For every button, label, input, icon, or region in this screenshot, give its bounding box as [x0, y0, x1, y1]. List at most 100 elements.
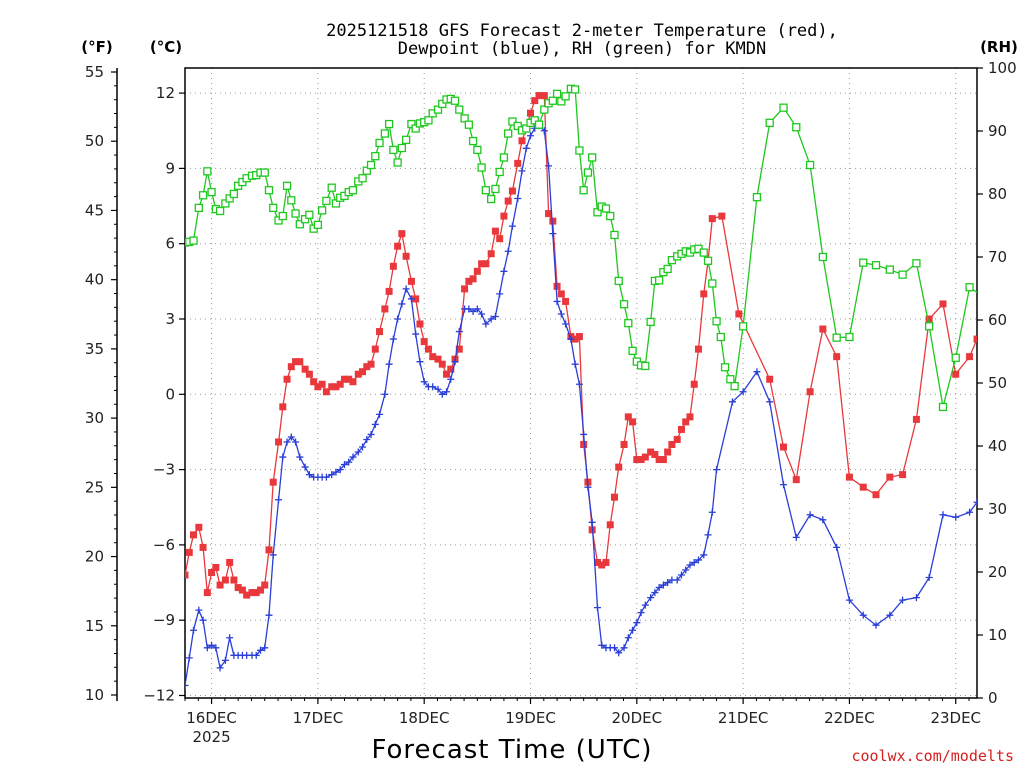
- rh-point: [965, 283, 974, 292]
- temperature-point: [580, 440, 588, 448]
- temperature-point: [535, 92, 543, 100]
- dewpoint-point: [345, 458, 353, 466]
- temperature-point: [952, 370, 960, 378]
- fahrenheit-tick-label: 10: [85, 686, 104, 704]
- temperature-point: [226, 558, 234, 566]
- temperature-point: [332, 383, 340, 391]
- dewpoint-point: [283, 438, 291, 446]
- rh-point: [792, 123, 801, 132]
- celsius-tick-label: −3: [153, 461, 175, 479]
- dewpoint-point: [708, 508, 716, 516]
- dewpoint-point: [819, 516, 827, 524]
- temperature-point: [310, 378, 318, 386]
- rh-tick-label: 20: [988, 563, 1007, 581]
- temperature-point: [659, 456, 667, 464]
- dewpoint-point: [557, 310, 565, 318]
- dewpoint-point: [886, 611, 894, 619]
- dewpoint-point: [478, 310, 486, 318]
- dewpoint-point: [226, 634, 234, 642]
- dewpoint-point: [349, 453, 357, 461]
- dewpoint-point: [973, 498, 977, 506]
- rh-point: [522, 124, 531, 133]
- temperature-point: [269, 478, 277, 486]
- series-rh: [185, 84, 977, 412]
- dewpoint-point: [527, 132, 535, 140]
- rh-point: [738, 322, 748, 331]
- rh-point: [207, 187, 216, 197]
- temperature-point: [376, 328, 384, 336]
- rh-tick-label: 40: [988, 437, 1007, 455]
- dewpoint-point: [473, 305, 481, 313]
- celsius-tick-label: −6: [153, 536, 175, 554]
- dewpoint-point: [575, 380, 583, 388]
- dewpoint-point: [833, 543, 841, 551]
- temperature-point: [248, 589, 256, 597]
- temperature-point: [677, 425, 685, 433]
- temperature-point: [718, 212, 726, 220]
- rh-point: [703, 256, 713, 265]
- dewpoint-point: [792, 533, 800, 541]
- temperature-point: [185, 548, 193, 556]
- rh-point: [477, 163, 486, 172]
- dewpoint-point: [429, 383, 437, 391]
- celsius-tick-label: 3: [165, 310, 175, 328]
- dewpoint-point: [336, 466, 344, 474]
- celsius-tick-label: 6: [165, 235, 175, 253]
- rh-point: [438, 99, 447, 109]
- dewpoint-point: [340, 461, 348, 469]
- rh-point: [765, 118, 774, 127]
- rh-point: [411, 124, 420, 133]
- temperature-point: [275, 438, 283, 446]
- data-series: [185, 84, 977, 689]
- rh-point: [912, 259, 921, 268]
- rh-point: [654, 276, 664, 285]
- dewpoint-point: [664, 579, 672, 587]
- rh-point: [215, 206, 225, 216]
- temperature-point: [700, 290, 708, 298]
- rh-point: [752, 192, 762, 202]
- rh-point: [779, 103, 788, 112]
- temperature-point: [461, 285, 469, 293]
- credit-link[interactable]: coolwx.com/modelts: [851, 747, 1014, 765]
- dewpoint-point: [766, 398, 774, 406]
- temperature-point: [398, 230, 406, 238]
- rh-tick-label: 60: [988, 311, 1007, 329]
- rh-point: [366, 160, 376, 170]
- x-tick-label: 18DEC: [399, 709, 450, 727]
- temperature-point: [549, 217, 557, 225]
- temperature-point: [420, 338, 428, 346]
- dewpoint-point: [620, 644, 628, 652]
- rh-point: [389, 145, 398, 155]
- temperature-point: [469, 275, 477, 283]
- dewpoint-point: [553, 297, 561, 305]
- rh-point: [699, 248, 708, 257]
- fahrenheit-tick-label: 30: [85, 409, 104, 427]
- temperature-point: [504, 197, 512, 205]
- dewpoint-point: [753, 368, 761, 376]
- dewpoint-point: [296, 453, 304, 461]
- dewpoint-point: [966, 508, 974, 516]
- rh-point: [401, 135, 411, 144]
- rh-point: [571, 85, 580, 94]
- dewpoint-point: [185, 654, 193, 662]
- temperature-point: [557, 290, 565, 298]
- temperature-point: [221, 576, 229, 584]
- dewpoint-point: [203, 644, 211, 652]
- rh-point: [716, 332, 725, 342]
- dewpoint-point: [465, 305, 473, 313]
- temperature-point: [641, 453, 649, 461]
- dewpoint-point: [845, 596, 853, 604]
- temperature-point: [195, 523, 203, 531]
- temperature-point: [682, 418, 690, 426]
- temperature-point: [610, 493, 618, 501]
- axes: [111, 67, 983, 704]
- rh-point: [859, 258, 868, 267]
- temperature-point: [624, 413, 632, 421]
- temperature-point: [598, 561, 606, 569]
- dewpoint-point: [686, 561, 694, 569]
- temperature-point: [491, 227, 499, 235]
- series-dewpoint: [185, 122, 977, 689]
- dewpoint-point: [641, 601, 649, 609]
- temperature-point: [292, 358, 300, 366]
- rh-point: [832, 333, 841, 342]
